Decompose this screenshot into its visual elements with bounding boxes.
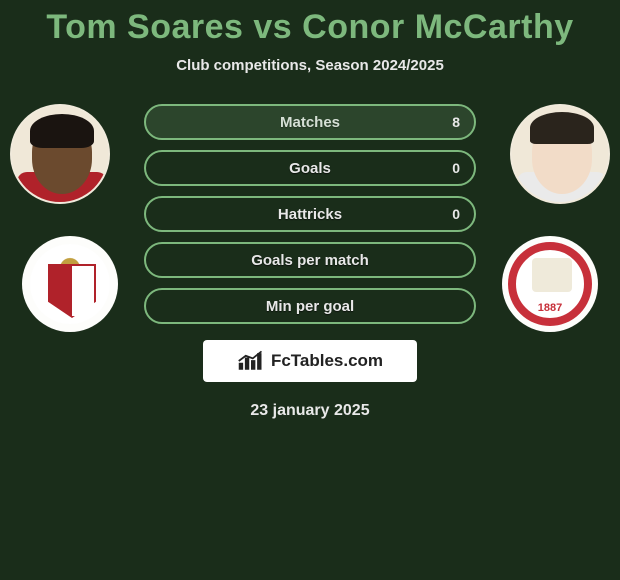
stat-row: Min per goal bbox=[144, 288, 476, 324]
stat-row: Matches8 bbox=[144, 104, 476, 140]
player1-club-crest bbox=[22, 236, 118, 332]
player1-face-icon bbox=[12, 106, 108, 202]
stat-label: Hattricks bbox=[278, 206, 342, 223]
crest-year: 1887 bbox=[504, 302, 596, 314]
stat-label: Goals per match bbox=[251, 252, 369, 269]
stat-p2-value: 0 bbox=[452, 198, 460, 230]
stat-label: Goals bbox=[289, 160, 331, 177]
player2-club-crest: 1887 bbox=[502, 236, 598, 332]
subtitle: Club competitions, Season 2024/2025 bbox=[0, 57, 620, 74]
stat-row: Goals 0 bbox=[144, 150, 476, 186]
page-title: Tom Soares vs Conor McCarthy bbox=[0, 0, 620, 47]
branding-badge: FcTables.com bbox=[203, 340, 417, 382]
branding-text: FcTables.com bbox=[271, 351, 383, 371]
bar-chart-icon bbox=[237, 350, 265, 372]
stat-row: Goals per match bbox=[144, 242, 476, 278]
stat-row: Hattricks 0 bbox=[144, 196, 476, 232]
stat-fill bbox=[146, 106, 474, 138]
snapshot-date: 23 january 2025 bbox=[0, 402, 620, 420]
player2-avatar bbox=[510, 104, 610, 204]
stat-p2-value: 8 bbox=[452, 106, 460, 138]
stat-rows: Matches8 Goals 0 Hattricks 0 Goals per match M… bbox=[144, 104, 476, 324]
stat-label: Min per goal bbox=[266, 298, 354, 315]
comparison-panel: 1887 Matches8 Goals 0 Hattricks 0 Goals per m… bbox=[0, 104, 620, 324]
stat-p2-value: 0 bbox=[452, 152, 460, 184]
player1-avatar bbox=[10, 104, 110, 204]
player2-face-icon bbox=[512, 106, 608, 202]
